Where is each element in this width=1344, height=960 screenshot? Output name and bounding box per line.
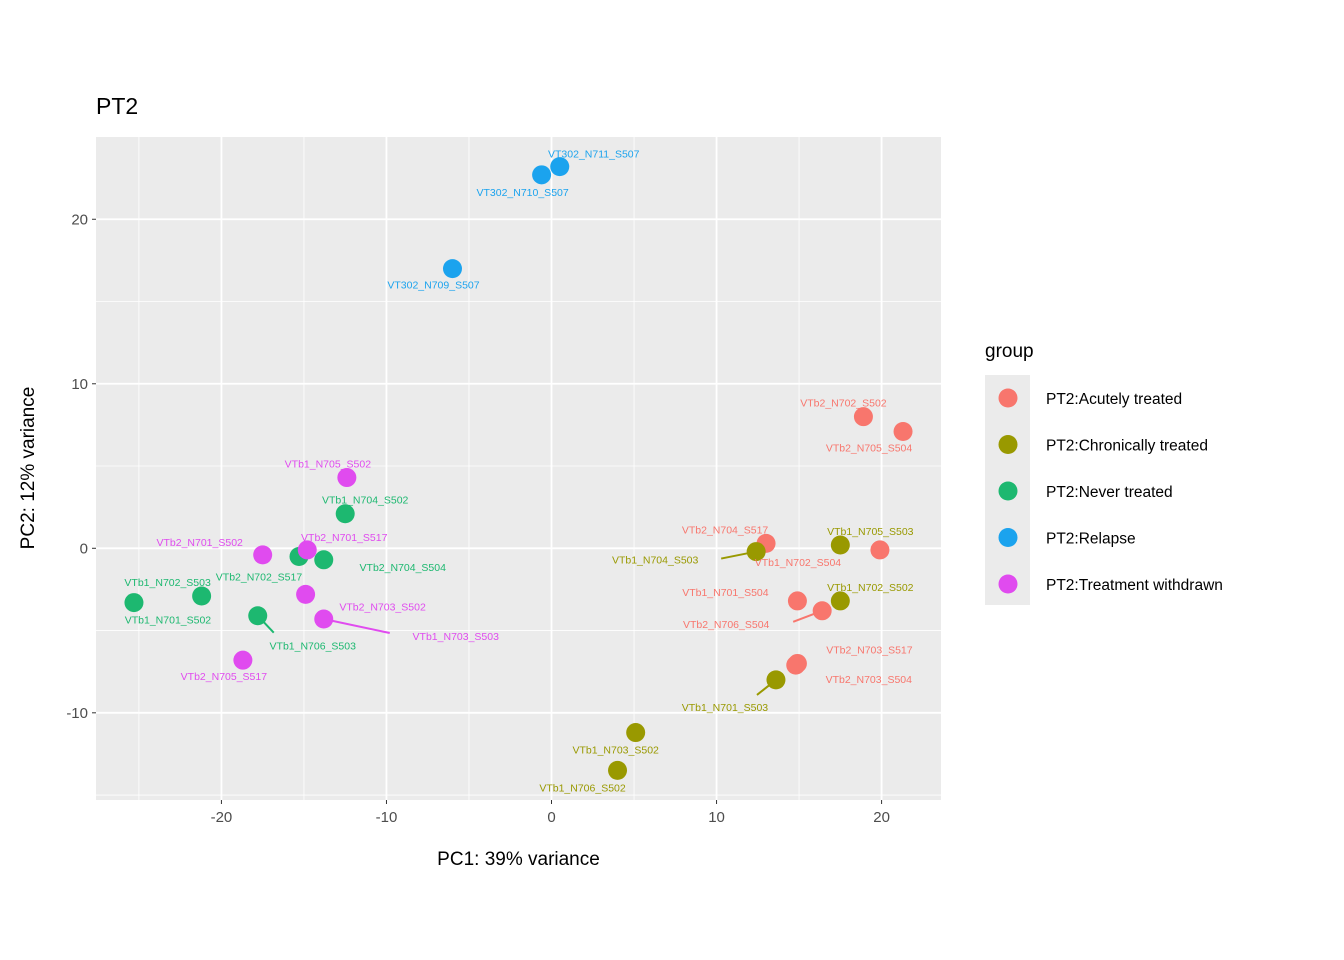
legend-key	[998, 481, 1018, 501]
data-point	[626, 723, 646, 743]
data-point	[337, 468, 357, 488]
x-tick-label: 10	[708, 809, 725, 826]
data-point	[893, 421, 913, 441]
point-label: VTb1_N701_S502	[125, 615, 212, 627]
point-label: VTb2_N706_S504	[683, 619, 770, 631]
data-point	[786, 655, 806, 675]
point-label: VTb1_N703_S502	[572, 745, 659, 757]
point-labels: VTb2_N702_S502 VTb2_N705_S504 VTb2_N704_S5…	[124, 149, 913, 795]
point-label: VTb2_N702_S502	[800, 398, 887, 410]
data-point	[253, 545, 273, 565]
data-point	[192, 586, 212, 606]
x-tick-label: 0	[547, 809, 555, 826]
point-label: VTb1_N703_S503	[413, 631, 500, 643]
y-tick-label: 0	[80, 540, 88, 557]
data-point	[314, 609, 334, 629]
y-tick-label: 10	[71, 376, 88, 393]
point-label: VTb1_N702_S504	[755, 557, 842, 569]
point-label: VTb2_N701_S502	[156, 537, 243, 549]
point-label: VTb1_N704_S502	[322, 495, 409, 507]
data-point	[608, 760, 628, 780]
data-point	[124, 593, 144, 613]
data-point	[830, 591, 850, 611]
point-label: VTb1_N702_S503	[124, 577, 211, 589]
label-segment	[323, 618, 390, 635]
point-label: VT302_N709_S507	[387, 280, 479, 292]
point-label: VTb1_N702_S502	[827, 582, 914, 594]
legend-label: PT2:Acutely treated	[1046, 391, 1182, 408]
legend-key	[998, 528, 1018, 547]
point-label: VTb2_N702_S517	[216, 572, 303, 584]
points	[124, 157, 913, 780]
data-point	[853, 407, 873, 427]
data-point	[787, 591, 807, 611]
point-label: VTb2_N705_S504	[826, 442, 913, 454]
chart-title: PT2	[96, 93, 138, 119]
point-label: VTb1_N704_S503	[612, 555, 699, 567]
legend: PT2:Acutely treated PT2:Chronically treat…	[985, 375, 1223, 605]
point-label: VTb1_N705_S502	[285, 459, 372, 471]
point-label: VTb1_N701_S503	[682, 702, 769, 714]
x-tick-label: 20	[873, 809, 890, 826]
data-point	[314, 550, 334, 570]
data-point	[442, 259, 462, 279]
legend-title: group	[985, 341, 1034, 362]
point-label: VT302_N710_S507	[476, 187, 568, 199]
x-axis-title: PC1: 39% variance	[437, 849, 600, 870]
point-label: VTb2_N704_S517	[682, 524, 769, 536]
point-label: VTb1_N706_S503	[270, 641, 357, 653]
axes: -20 -10 0 10 20 -10 0 10 20	[66, 211, 890, 826]
point-label: VTb1_N705_S503	[827, 526, 914, 538]
data-point	[296, 584, 316, 604]
point-label: VTb1_N706_S502	[539, 782, 626, 794]
data-point	[335, 504, 355, 524]
point-label: VTb2_N703_S504	[826, 674, 913, 686]
point-label: VTb2_N703_S502	[339, 601, 426, 613]
point-label: VTb2_N703_S517	[826, 644, 913, 656]
data-point	[812, 601, 832, 621]
x-tick-label: -20	[211, 809, 233, 826]
data-point	[746, 542, 766, 562]
point-label: VTb2_N701_S517	[301, 532, 388, 544]
data-point	[297, 540, 317, 560]
point-label: VTb2_N705_S517	[181, 671, 268, 683]
data-point	[248, 606, 268, 626]
legend-key	[998, 435, 1018, 454]
point-label: VTb1_N701_S504	[682, 587, 769, 599]
data-point	[233, 650, 253, 670]
point-label: VT302_N711_S507	[548, 149, 640, 161]
x-tick-label: -10	[376, 809, 398, 826]
legend-key	[998, 574, 1018, 594]
grid-lines	[96, 137, 941, 800]
y-axis-title: PC2: 12% variance	[18, 387, 39, 550]
legend-label: PT2:Chronically treated	[1046, 438, 1208, 455]
legend-label: PT2:Treatment withdrawn	[1046, 577, 1223, 594]
plot-panel	[96, 137, 941, 800]
data-point	[532, 165, 552, 185]
legend-label: PT2:Relapse	[1046, 531, 1136, 548]
y-tick-label: 20	[71, 211, 88, 228]
y-tick-label: -10	[66, 705, 88, 722]
data-point	[830, 535, 850, 555]
data-point	[550, 157, 570, 177]
legend-key	[998, 388, 1018, 408]
data-point	[870, 540, 890, 560]
point-label: VTb2_N704_S504	[360, 562, 447, 574]
legend-label: PT2:Never treated	[1046, 484, 1173, 501]
data-point	[766, 670, 786, 690]
